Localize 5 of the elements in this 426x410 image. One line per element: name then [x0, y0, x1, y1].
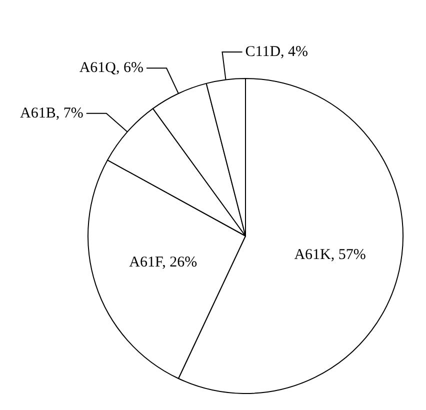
slice-label: C11D, 4%	[245, 44, 308, 60]
slice-label: A61Q, 6%	[79, 60, 144, 76]
slice-label: A61K, 57%	[294, 246, 366, 263]
slice-label: A61F, 26%	[129, 254, 198, 271]
slice-label: A61B, 7%	[20, 105, 84, 122]
